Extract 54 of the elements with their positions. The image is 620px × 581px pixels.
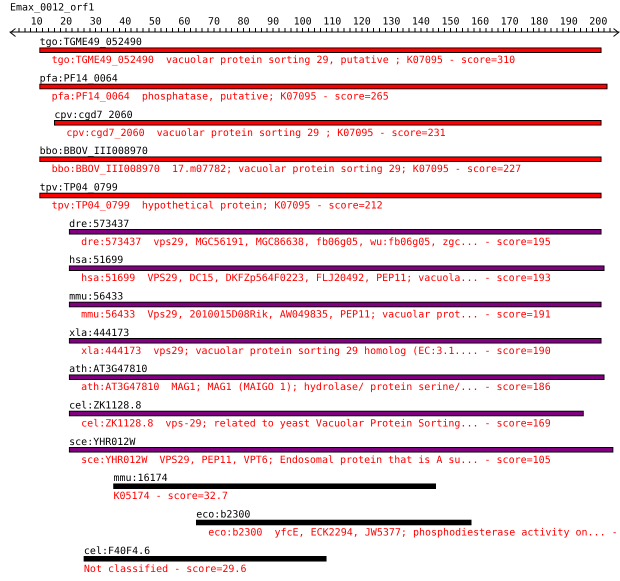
annotation: tpv:TP04_0799 hypothetical protein; K07095 - score=212 — [52, 200, 383, 212]
bar — [84, 556, 327, 562]
x-tick-label: 140 — [412, 16, 430, 28]
y-tick-label: tgo:TGME49_052490 — [40, 37, 142, 48]
annotation: xla:444173 vps29; vacuolar protein sorting 29 homolog (EC:3.1.... - score=190 — [81, 346, 551, 357]
x-tick-label: 200 — [589, 16, 608, 28]
annotation: dre:573437 vps29, MGC56191, MGC86638, fb06g05, wu:fb06g05, zgc... - score=195 — [81, 236, 551, 248]
x-tick-label: 10 — [30, 16, 43, 28]
y-tick-label: eco:b2300 — [196, 510, 250, 520]
x-tick-label: 150 — [441, 16, 460, 28]
x-tick-label: 20 — [60, 16, 72, 28]
y-tick-label: pfa:PF14_0064 — [40, 74, 118, 84]
x-tick-label: 170 — [500, 16, 519, 28]
y-tick-label: dre:573437 — [69, 218, 130, 230]
annotation: tgo:TGME49_052490 vacuolar protein sorting 29, putative ; K07095 - score=310 — [52, 55, 516, 66]
annotation: pfa:PF14_0064 phosphatase, putative; K07095 - score=265 — [52, 92, 389, 102]
x-tick-label: 120 — [352, 16, 371, 28]
y-tick-label: mmu:16174 — [113, 473, 168, 484]
x-tick-label: 160 — [471, 16, 490, 28]
x-tick-label: 130 — [382, 16, 400, 28]
annotation: sce:YHR012W VPS29, PEP11, VPT6; Endosomal protein that is A su... - score=105 — [81, 454, 551, 466]
x-tick-label: 180 — [530, 16, 548, 28]
chart-title: Emax_0012_orf1 — [10, 2, 94, 14]
x-tick-label: 70 — [208, 16, 220, 28]
y-tick-label: cel:F40F4.6 — [84, 546, 150, 557]
y-tick-label: mmu:56433 — [69, 292, 124, 302]
bar — [196, 520, 472, 526]
annotation: K05174 - score=32.7 — [113, 491, 228, 502]
y-tick-label: ath:AT3G47810 — [69, 364, 148, 376]
y-tick-label: cel:ZK1128.8 — [69, 400, 142, 412]
annotation: hsa:51699 VPS29, DC15, DKFZp564F0223, FLJ20492, PEP11; vacuola... - score=193 — [81, 273, 551, 284]
x-tick-label: 30 — [90, 16, 102, 28]
x-tick-label: 190 — [560, 16, 578, 28]
annotation: Not classified - score=29.6 — [84, 564, 246, 575]
y-tick-label: bbo:BBOV_III008970 — [40, 146, 148, 158]
y-tick-label: xla:444173 — [69, 328, 130, 339]
x-tick-label: 100 — [294, 16, 312, 28]
annotation: cel:ZK1128.8 vps-29; related to yeast Vacuolar Protein Sorting... - score=169 — [81, 418, 551, 430]
annotation: cpv:cgd7_2060 vacuolar protein sorting 29 ; K07095 - score=231 — [66, 128, 446, 139]
x-tick-label: 80 — [238, 16, 250, 28]
x-tick-label: 110 — [323, 16, 342, 28]
annotation: bbo:BBOV_III008970 17.m07782; vacuolar protein sorting 29; K07095 - score=227 — [52, 164, 522, 176]
x-tick-label: 50 — [148, 16, 161, 28]
y-tick-label: cpv:cgd7_2060 — [54, 110, 133, 121]
annotation: mmu:56433 Vps29, 2010015D08Rik, AW049835, PEP11; vacuolar prot... - score=191 — [81, 310, 551, 320]
y-tick-label: tpv:TP04_0799 — [40, 182, 118, 194]
bar — [113, 483, 436, 489]
y-tick-label: hsa:51699 — [69, 255, 124, 266]
y-tick-label: sce:YHR012W — [69, 436, 136, 448]
x-tick-label: 40 — [119, 16, 132, 28]
x-tick-label: 90 — [267, 16, 280, 28]
annotation: ath:AT3G47810 MAG1; MAG1 (MAIGO 1); hydrolase/ protein serine/... - score=186 — [81, 382, 551, 394]
x-tick-label: 60 — [178, 16, 190, 28]
annotation: eco:b2300 yfcE, ECK2294, JW5377; phosphodiesterase activity on... - — [208, 528, 618, 538]
